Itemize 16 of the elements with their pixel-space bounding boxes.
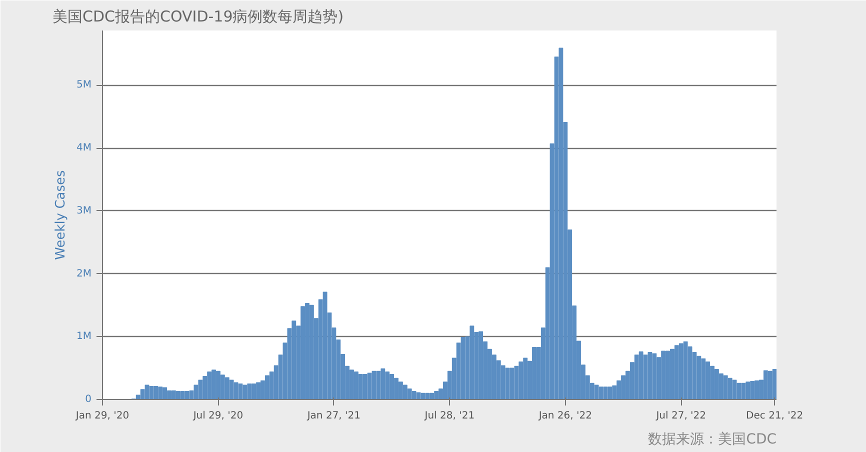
x-tick-label: Jan 29, '20 <box>74 410 130 422</box>
y-tick-label: 4M <box>76 142 92 154</box>
x-tick-label: Jan 27, '21 <box>306 410 361 422</box>
y-tick-label: 1M <box>76 331 92 342</box>
chart-title: 美国CDC报告的COVID-19病例数每周趋势) <box>52 8 344 26</box>
y-tick-label: 0 <box>85 394 92 405</box>
y-tick-label: 2M <box>76 268 92 280</box>
y-axis-title: Weekly Cases <box>54 170 69 260</box>
x-tick-label: Jul 29, '20 <box>192 410 244 422</box>
x-tick-label: Jan 26, '22 <box>538 410 592 422</box>
source-note: 数据来源：美国CDC <box>648 432 777 448</box>
x-tick-label: Dec 21, '22 <box>746 410 804 422</box>
x-tick-label: Jul 27, '22 <box>655 410 706 422</box>
y-tick-label: 5M <box>76 80 92 91</box>
x-tick-label: Jul 28, '21 <box>424 410 475 422</box>
y-tick-label: 3M <box>76 205 92 216</box>
